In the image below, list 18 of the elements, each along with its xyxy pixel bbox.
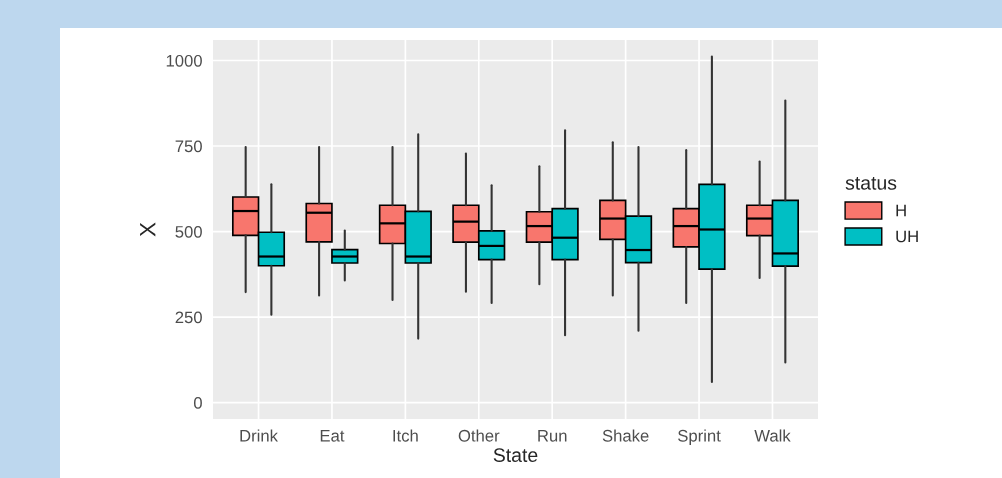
y-axis-title: X <box>140 222 156 237</box>
x-tick-label: Other <box>458 429 500 442</box>
x-tick-label: Itch <box>393 429 418 442</box>
y-tick-label: 0 <box>193 396 202 409</box>
y-tick-label: 750 <box>175 140 202 153</box>
y-tick-label: 250 <box>175 311 202 324</box>
x-tick-label: Sprint <box>678 429 721 445</box>
x-tick-label: Shake <box>602 429 649 442</box>
y-tick-label: 500 <box>175 225 202 238</box>
y-tick-label: 1000 <box>166 54 202 67</box>
legend-title: status <box>845 177 897 190</box>
legend-label: H <box>896 204 906 217</box>
x-tick-label: Run <box>538 430 567 442</box>
x-axis-title: State <box>493 448 538 463</box>
x-tick-label: Drink <box>240 429 278 442</box>
x-tick-label: Walk <box>754 429 791 442</box>
x-tick-label: Eat <box>320 430 345 442</box>
legend-label: UH <box>896 230 918 243</box>
